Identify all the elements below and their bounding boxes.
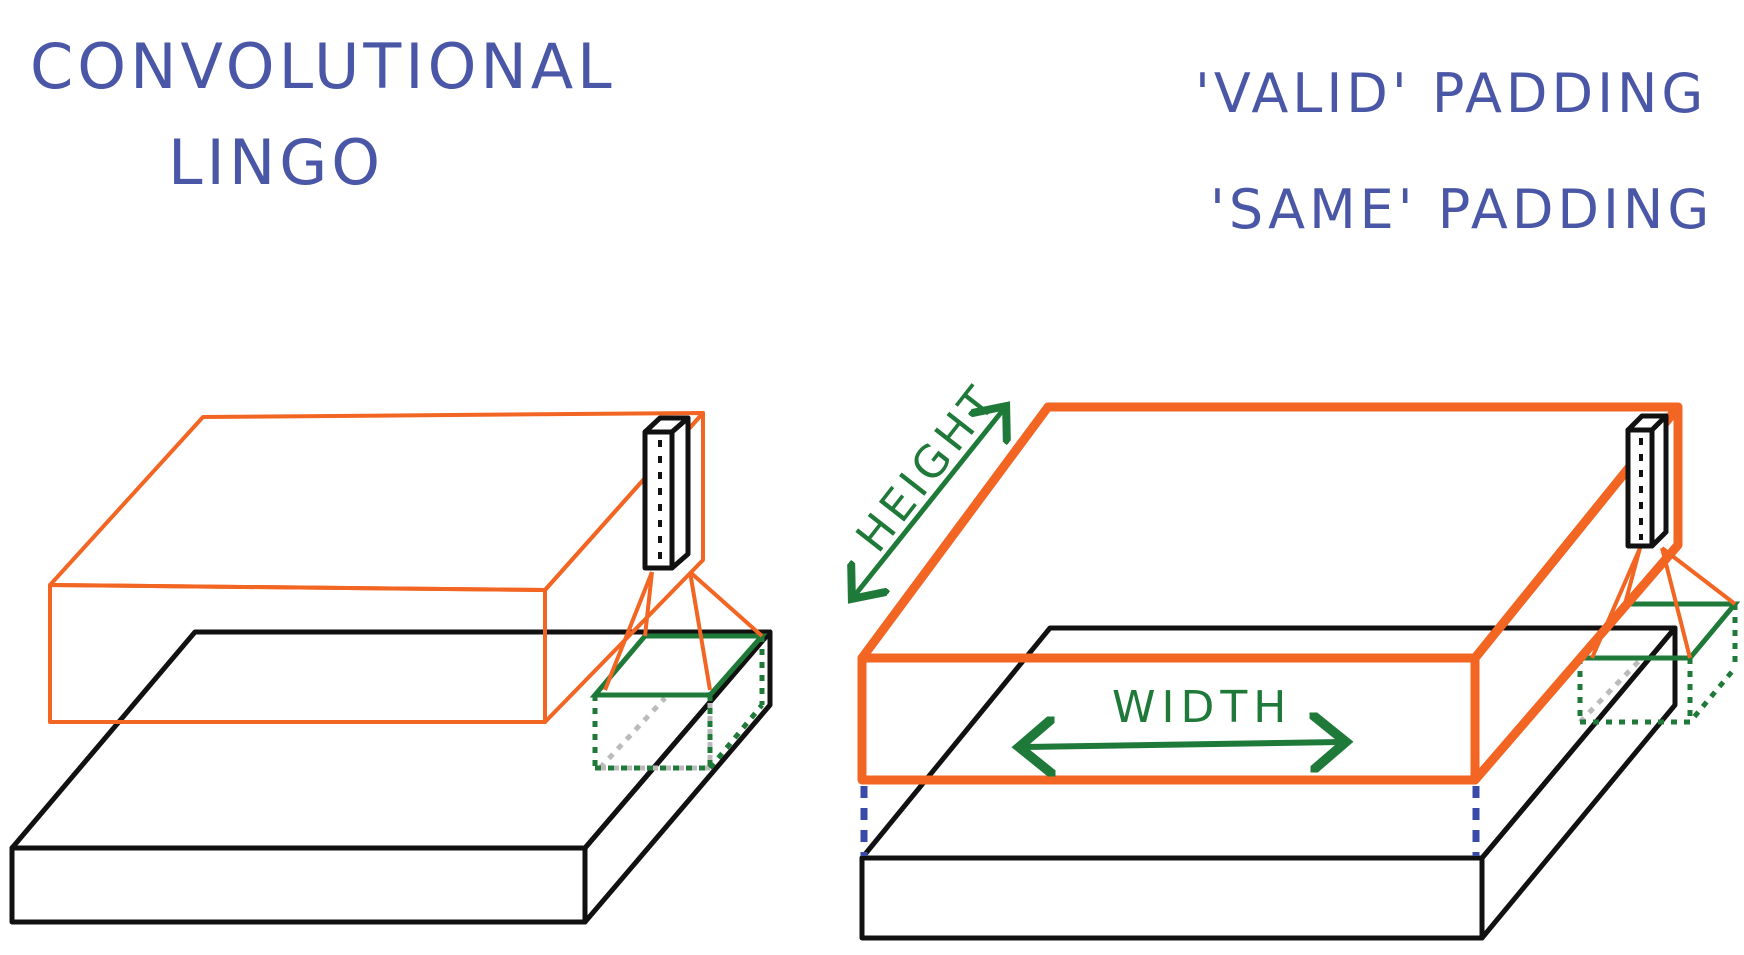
valid-output-column <box>642 415 691 571</box>
same-filter-patch <box>1574 601 1741 725</box>
height-label: HEIGHT <box>846 374 1008 561</box>
valid-projection-lines <box>603 570 764 691</box>
valid-padding-label: 'VALID' PADDING <box>1195 62 1708 125</box>
same-padding-markers <box>860 786 1480 856</box>
valid-padding-diagram <box>9 411 773 925</box>
same-padding-label: 'SAME' PADDING <box>1210 178 1714 241</box>
width-label: WIDTH <box>1112 682 1292 733</box>
width-arrow <box>1025 742 1340 747</box>
same-input-volume <box>859 625 1678 941</box>
height-arrow <box>855 410 1003 595</box>
valid-output-volume <box>48 411 705 724</box>
title-line-1: CONVOLUTIONAL <box>30 30 616 103</box>
title-line-2: LINGO <box>168 126 385 199</box>
same-padding-diagram: HEIGHT WIDTH <box>846 374 1741 941</box>
valid-input-volume <box>9 629 773 925</box>
same-output-column <box>1625 413 1669 549</box>
same-projection-lines <box>1590 546 1737 659</box>
